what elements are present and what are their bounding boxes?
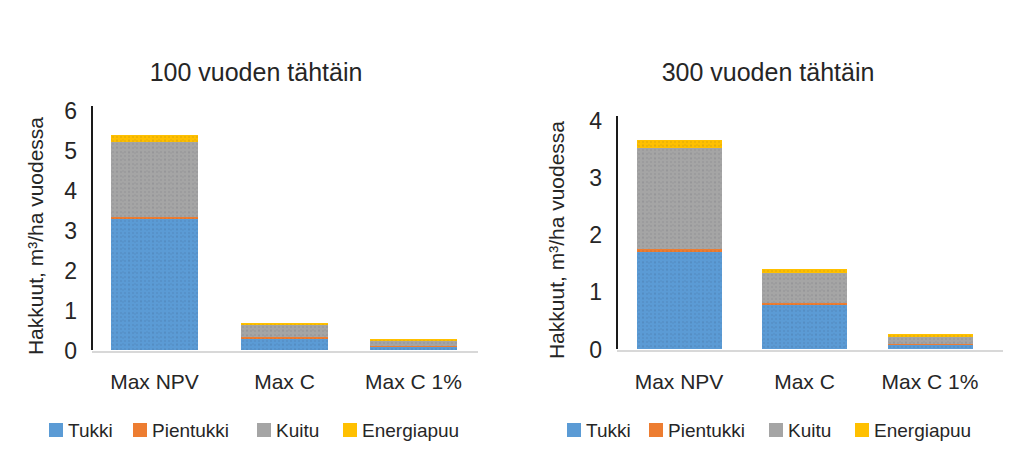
bar-max-c-kuitu [241, 325, 328, 336]
y-tick-label: 3 [556, 166, 602, 189]
x-category-label: Max C 1% [365, 371, 462, 392]
chart-100-vuoden: 100 vuoden tähtäin Hakkuut, m³/ha vuodes… [0, 0, 1024, 463]
chart-title: 300 vuoden tähtäin [662, 60, 875, 85]
legend-label: Kuitu [276, 421, 319, 440]
chart-title: 100 vuoden tähtäin [150, 60, 363, 85]
legend-label: Pientukki [668, 421, 745, 440]
legend-item: Tukki [49, 422, 113, 438]
x-category-label: Max NPV [635, 371, 724, 392]
bar-max-c-1--tukki [888, 345, 973, 350]
x-category-label: Max C [774, 371, 835, 392]
y-axis-line [91, 106, 93, 350]
bar-max-c-energiapuu [241, 323, 328, 326]
figure: 100 vuoden tähtäin Hakkuut, m³/ha vuodes… [0, 0, 1024, 463]
legend-item: Pientukki [649, 422, 745, 438]
legend-swatch-kuitu [257, 423, 271, 437]
legend-swatch-energiapuu [343, 423, 357, 437]
y-tick-label: 3 [31, 219, 77, 242]
y-tick-label: 6 [31, 100, 77, 123]
legend-swatch-tukki [567, 423, 581, 437]
bar-max-c-1--energiapuu [370, 339, 457, 341]
bar-max-c-kuitu [762, 273, 847, 303]
y-axis-label: Hakkuut, m³/ha vuodessa [24, 117, 48, 355]
y-tick-label: 0 [556, 338, 602, 361]
bar-max-npv-pientukki [637, 249, 722, 252]
bar-max-c-1--pientukki [888, 344, 973, 345]
x-category-label: Max NPV [110, 371, 199, 392]
legend-label: Energiapuu [362, 421, 459, 440]
bar-max-npv-tukki [637, 252, 722, 349]
legend-item: Energiapuu [343, 422, 459, 438]
y-tick-label: 0 [31, 339, 77, 362]
legend-item: Pientukki [133, 422, 229, 438]
legend-swatch-energiapuu [855, 423, 869, 437]
legend-swatch-pientukki [133, 423, 147, 437]
bar-max-npv-energiapuu [637, 140, 722, 147]
y-tick-label: 1 [31, 299, 77, 322]
legend-swatch-pientukki [649, 423, 663, 437]
legend-label: Tukki [68, 421, 113, 440]
legend-item: Tukki [567, 422, 631, 438]
x-axis-line [92, 351, 478, 353]
chart-300-vuoden: 300 vuoden tähtäin Hakkuut, m³/ha vuodes… [0, 0, 1024, 463]
legend-item: Energiapuu [855, 422, 971, 438]
bar-max-npv-kuitu [637, 148, 722, 249]
bar-max-c-1--energiapuu [888, 334, 973, 337]
legend-item: Kuitu [257, 422, 319, 438]
legend-swatch-kuitu [769, 423, 783, 437]
y-tick-label: 2 [556, 224, 602, 247]
y-tick-label: 2 [31, 259, 77, 282]
bar-max-npv-tukki [111, 219, 198, 351]
bar-max-c-tukki [241, 339, 328, 351]
bar-max-c-1--kuitu [370, 341, 457, 347]
y-tick-label: 5 [31, 140, 77, 163]
y-tick-label: 1 [556, 281, 602, 304]
y-axis-line [616, 116, 618, 350]
y-tick-label: 4 [31, 180, 77, 203]
bar-max-c-tukki [762, 305, 847, 349]
x-category-label: Max C [254, 371, 315, 392]
bar-max-c-pientukki [762, 303, 847, 305]
bar-max-npv-kuitu [111, 142, 198, 217]
legend-item: Kuitu [769, 422, 831, 438]
legend-label: Energiapuu [874, 421, 971, 440]
bar-max-npv-pientukki [111, 217, 198, 219]
bar-max-c-energiapuu [762, 269, 847, 272]
x-axis-line [617, 350, 1003, 352]
bar-max-c-1--kuitu [888, 337, 973, 344]
y-tick-label: 4 [556, 109, 602, 132]
y-axis-label: Hakkuut, m³/ha vuodessa [545, 121, 569, 359]
x-category-label: Max C 1% [882, 371, 979, 392]
legend-label: Kuitu [788, 421, 831, 440]
bar-max-c-pientukki [241, 337, 328, 339]
legend-label: Pientukki [152, 421, 229, 440]
legend-swatch-tukki [49, 423, 63, 437]
bar-max-c-1--tukki [370, 347, 457, 351]
legend-label: Tukki [586, 421, 631, 440]
bar-max-npv-energiapuu [111, 135, 198, 143]
